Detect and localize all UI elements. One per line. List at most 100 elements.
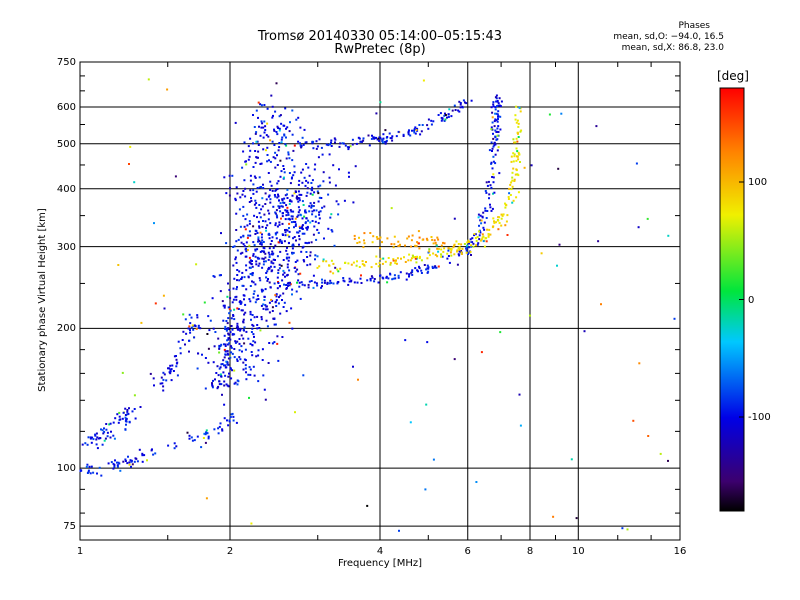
data-point	[231, 174, 234, 177]
data-point	[240, 241, 243, 244]
data-point	[197, 352, 200, 355]
data-point	[299, 142, 301, 145]
data-point	[488, 197, 490, 200]
data-point	[118, 411, 121, 414]
data-point	[301, 224, 304, 227]
data-point	[494, 135, 497, 138]
data-point	[253, 126, 256, 128]
data-point	[252, 192, 255, 195]
data-point	[255, 140, 258, 143]
data-point	[301, 225, 304, 228]
data-point	[232, 419, 235, 422]
x-tick-label: 1	[76, 546, 84, 557]
data-point	[437, 247, 440, 250]
data-point	[211, 383, 214, 386]
data-point	[517, 158, 520, 161]
data-point	[305, 163, 308, 165]
data-point	[195, 327, 198, 330]
data-point	[402, 135, 405, 137]
data-point	[252, 365, 255, 368]
x-tick-label: 16	[673, 546, 687, 557]
data-point	[176, 374, 179, 377]
data-point	[301, 283, 304, 286]
y-axis-label: Stationary phase Virtual Height [km]	[37, 208, 48, 392]
data-point	[353, 237, 356, 240]
data-point	[291, 217, 294, 220]
noise-point	[357, 378, 359, 381]
data-point	[285, 257, 288, 260]
data-point	[267, 251, 270, 254]
data-point	[510, 155, 513, 158]
data-point	[216, 365, 219, 368]
data-point	[197, 326, 200, 329]
data-point	[106, 435, 109, 438]
data-point	[133, 408, 136, 410]
data-point	[328, 282, 331, 285]
data-point	[507, 198, 510, 200]
data-point	[207, 435, 210, 438]
data-point	[494, 96, 497, 99]
data-point	[312, 147, 315, 150]
data-point	[379, 246, 381, 249]
data-point	[285, 136, 287, 139]
data-point	[265, 226, 267, 229]
data-point	[220, 383, 223, 386]
data-point	[489, 206, 492, 209]
data-point	[265, 272, 268, 274]
data-point	[286, 206, 289, 209]
data-point	[310, 188, 313, 191]
data-point	[502, 213, 505, 216]
data-point	[303, 232, 306, 235]
data-point	[315, 140, 318, 143]
data-point	[243, 298, 245, 301]
y-tick-label: 75	[63, 521, 76, 533]
data-point	[317, 192, 320, 195]
data-point	[188, 339, 190, 342]
data-point	[270, 253, 273, 256]
data-point	[281, 336, 284, 338]
data-point	[238, 342, 241, 345]
data-point	[167, 367, 169, 370]
data-point	[293, 165, 296, 168]
data-point	[318, 138, 321, 141]
data-point	[282, 292, 285, 295]
data-point	[308, 241, 310, 244]
data-point	[344, 144, 347, 147]
noise-point	[523, 166, 526, 169]
data-point	[255, 190, 258, 193]
data-point	[512, 167, 515, 170]
data-point	[351, 143, 354, 146]
data-point	[274, 224, 277, 227]
data-point	[189, 331, 192, 334]
data-point	[365, 261, 367, 263]
data-point	[222, 304, 225, 307]
x-axis-label: Frequency [MHz]	[337, 558, 423, 569]
data-point	[264, 288, 267, 291]
data-point	[112, 467, 115, 470]
data-point	[252, 281, 255, 284]
data-point	[280, 138, 283, 141]
x-tick-label: 8	[526, 546, 534, 557]
data-point	[235, 261, 238, 264]
data-point	[175, 445, 178, 448]
noise-point	[560, 112, 563, 115]
data-point	[297, 279, 300, 282]
data-point	[255, 230, 258, 233]
data-point	[504, 224, 507, 227]
data-point	[361, 260, 364, 263]
data-point	[263, 213, 266, 216]
data-point	[269, 222, 272, 225]
data-point	[427, 267, 430, 270]
noise-point	[129, 145, 132, 148]
data-point	[492, 173, 495, 176]
data-point	[283, 197, 286, 200]
noise-point	[205, 497, 208, 500]
noise-point	[506, 234, 509, 236]
data-point	[268, 267, 271, 270]
data-point	[282, 259, 285, 261]
data-point	[205, 431, 207, 434]
data-point	[260, 236, 263, 239]
data-point	[289, 281, 291, 284]
data-point	[251, 265, 254, 268]
data-point	[411, 234, 414, 237]
